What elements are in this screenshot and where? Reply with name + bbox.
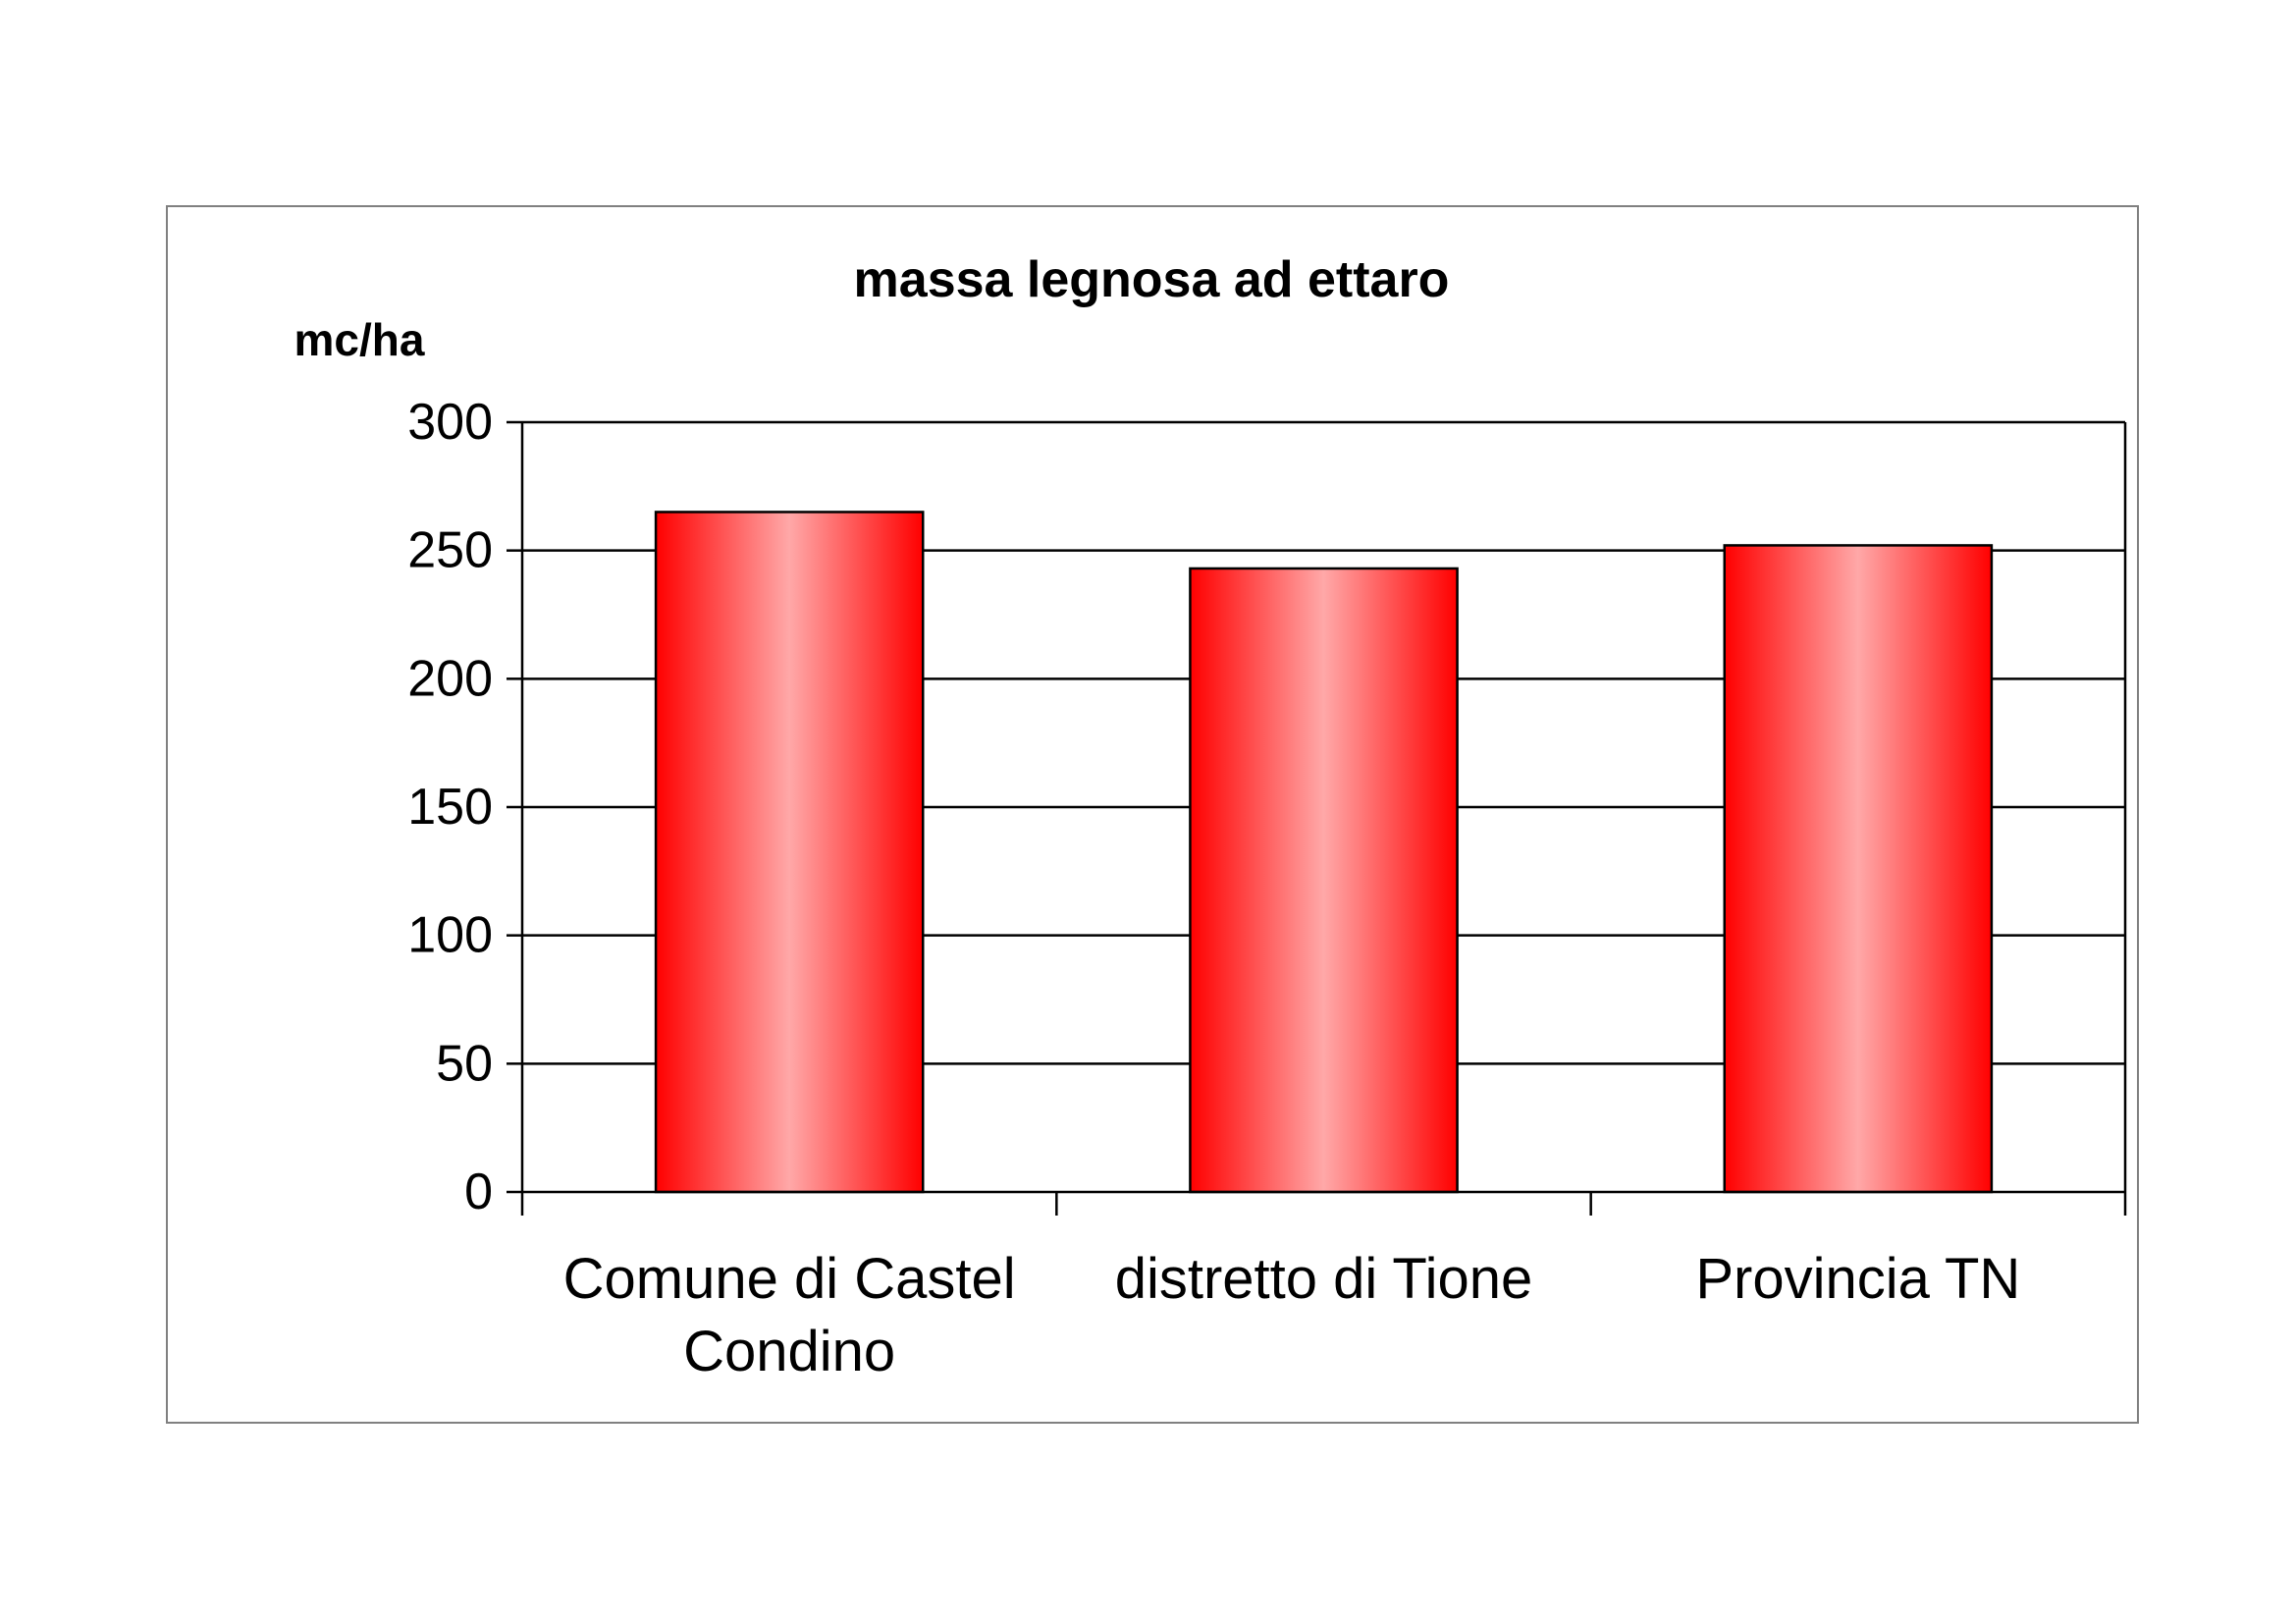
y-tick-label: 50	[436, 1035, 493, 1092]
x-tick-label: Comune di Castel	[563, 1247, 1016, 1311]
y-tick-labels: 0 50 100 150 200 250 300	[407, 394, 493, 1220]
y-tick-label: 250	[407, 522, 493, 579]
bar	[654, 511, 925, 1194]
y-tick-label: 100	[407, 907, 493, 964]
bar	[1723, 544, 1994, 1194]
x-tick-label: Condino	[683, 1320, 895, 1383]
y-tick-label: 0	[464, 1164, 493, 1220]
x-tick-label: Provincia TN	[1695, 1247, 2020, 1311]
x-tick-labels: Comune di Castel Condino distretto di Tion…	[563, 1247, 2021, 1383]
bars	[654, 511, 1994, 1194]
y-tick-label: 150	[407, 779, 493, 836]
y-tick-label: 300	[407, 394, 493, 451]
y-tick-label: 200	[407, 650, 493, 707]
y-axis-label: mc/ha	[294, 314, 425, 365]
axes	[507, 420, 2127, 1216]
bar	[1189, 567, 1459, 1194]
x-tick-label: distretto di Tione	[1115, 1247, 1533, 1311]
chart-title: massa legnosa ad ettaro	[854, 251, 1450, 308]
